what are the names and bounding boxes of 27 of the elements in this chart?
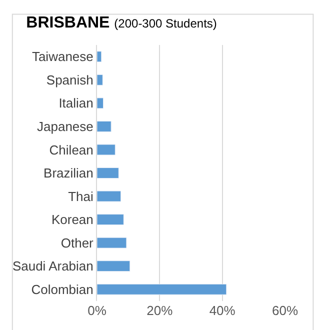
bar: [97, 190, 122, 202]
bar: [97, 98, 104, 109]
bar: [97, 51, 102, 62]
x-tick-label: 0%: [88, 303, 107, 318]
y-tick-label: Colombian: [31, 282, 94, 297]
y-tick-label: Japanese: [37, 119, 94, 134]
bar: [97, 214, 124, 226]
y-tick-label: Spanish: [46, 72, 94, 88]
chart-title: BRISBANE (200-300 Students): [26, 14, 217, 32]
y-tick-label: Taiwanese: [32, 49, 94, 64]
y-tick-label: Thai: [68, 188, 94, 204]
bar: [97, 237, 127, 248]
x-tick-label: 40%: [209, 303, 236, 318]
y-tick-label: Other: [60, 235, 94, 250]
bar: [97, 260, 130, 272]
bar: [97, 120, 112, 132]
y-tick-label: Brazilian: [44, 166, 94, 181]
x-tick-label: 20%: [146, 303, 174, 318]
y-tick-label: Italian: [58, 96, 94, 111]
y-tick-label: Korean: [51, 212, 94, 228]
bar: [97, 144, 116, 156]
bar: [97, 284, 227, 295]
bar: [97, 168, 119, 178]
x-tick-label: 60%: [272, 303, 298, 318]
y-tick-label: Chilean: [49, 142, 94, 158]
bar: [97, 74, 103, 86]
y-tick-label: Saudi Arabian: [12, 258, 94, 274]
